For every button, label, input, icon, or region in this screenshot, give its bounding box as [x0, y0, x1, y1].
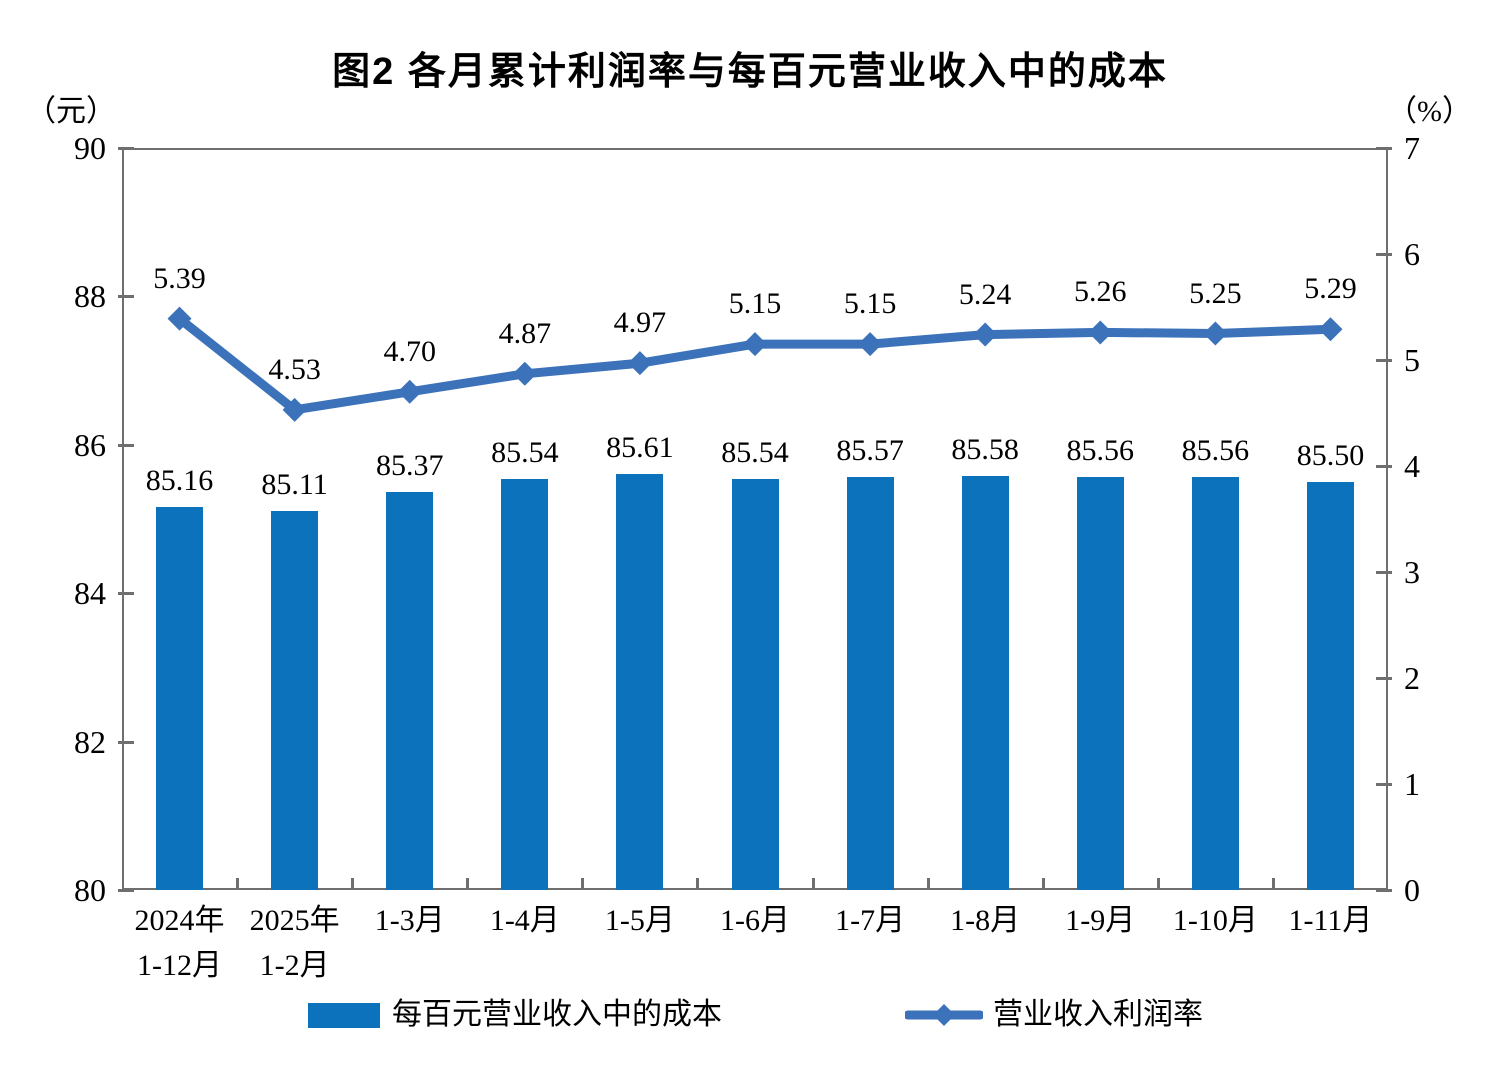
legend-diamond-icon — [933, 1004, 955, 1026]
x-axis-tick-mark — [1156, 878, 1160, 890]
x-axis-tick-mark — [236, 878, 240, 890]
bar-value-label: 85.56 — [1181, 434, 1250, 468]
x-axis-tick-mark — [581, 878, 585, 890]
y-axis-tick-mark-right — [1376, 889, 1392, 892]
bar-value-label: 85.50 — [1296, 438, 1365, 472]
y-axis-tick-mark-left — [118, 147, 134, 150]
x-axis-category-label: 1-3月 — [374, 904, 445, 937]
y-axis-tick-label-left: 80 — [74, 872, 106, 908]
bar-value-label: 85.11 — [261, 467, 328, 501]
bar — [1306, 481, 1354, 890]
bar — [501, 478, 549, 890]
bar-value-label: 85.56 — [1066, 434, 1135, 468]
legend-item-profit: 营业收入利润率 — [905, 998, 1203, 1032]
x-axis-category-label: 1-5月 — [604, 904, 675, 937]
bar-value-label: 85.58 — [951, 432, 1019, 466]
bar — [616, 473, 664, 890]
legend-label-profit: 营业收入利润率 — [993, 998, 1203, 1031]
line-value-label: 5.24 — [958, 277, 1012, 311]
x-axis-category-label: 1-7月 — [835, 904, 906, 937]
y-axis-tick-label-right: 2 — [1404, 660, 1420, 696]
y-axis-tick-mark-left — [118, 740, 134, 744]
y-axis-tick-label-left: 86 — [74, 426, 106, 463]
y-axis-tick-label-left: 84 — [74, 575, 106, 612]
x-axis-tick-mark — [1271, 878, 1275, 890]
bar-value-label: 85.16 — [145, 464, 214, 498]
x-axis-tick-mark — [351, 878, 355, 890]
bar — [961, 475, 1009, 890]
legend-bar-swatch — [308, 1002, 380, 1028]
x-axis-tick-mark — [696, 878, 700, 890]
x-axis-tick-mark — [1041, 878, 1045, 890]
line-value-label: 5.26 — [1074, 275, 1127, 309]
y-axis-tick-mark-left — [118, 295, 134, 299]
x-axis-category-label: 2025年 1-2月 — [249, 904, 340, 982]
bar-value-label: 85.54 — [721, 435, 789, 469]
y-axis-tick-label-left: 90 — [74, 130, 106, 166]
bar-value-label: 85.37 — [375, 448, 444, 482]
x-axis-category-label: 1-4月 — [489, 904, 560, 937]
bar-value-label: 85.54 — [491, 435, 559, 469]
x-axis-category-label: 1-9月 — [1065, 904, 1136, 937]
legend-line-swatch — [905, 1004, 983, 1026]
y-axis-tick-label-right: 6 — [1404, 236, 1420, 272]
x-axis-tick-mark — [466, 878, 470, 890]
y-axis-tick-label-right: 1 — [1404, 766, 1420, 802]
right-axis-unit: （%） — [1387, 95, 1472, 128]
x-axis-tick-mark — [926, 878, 930, 890]
y-axis-tick-mark-right — [1376, 253, 1392, 256]
x-axis-tick-mark — [811, 878, 815, 890]
y-axis-tick-mark-right — [1376, 359, 1392, 362]
y-axis-tick-label-right: 7 — [1404, 130, 1420, 166]
line-value-label: 5.25 — [1189, 276, 1242, 310]
bar — [731, 478, 779, 890]
y-axis-tick-mark-right — [1376, 677, 1392, 680]
y-axis-tick-label-right: 3 — [1404, 554, 1420, 590]
legend-item-cost: 每百元营业收入中的成本 — [308, 998, 722, 1032]
x-axis-category-label: 1-10月 — [1172, 904, 1258, 937]
y-axis-tick-mark-right — [1376, 465, 1392, 468]
legend-label-cost: 每百元营业收入中的成本 — [392, 998, 722, 1031]
line-value-label: 5.39 — [153, 261, 206, 295]
bar — [271, 510, 319, 890]
left-axis-unit: （元） — [26, 95, 116, 128]
y-axis-tick-label-left: 82 — [74, 723, 106, 760]
bar-value-label: 85.61 — [606, 430, 674, 464]
bar — [1076, 477, 1124, 890]
bar-value-label: 85.57 — [836, 433, 904, 467]
x-axis-category-label: 2024年 1-12月 — [134, 904, 225, 982]
y-axis-tick-label-right: 5 — [1404, 342, 1420, 378]
y-axis-tick-mark-left — [118, 592, 134, 596]
y-axis-tick-label-left: 88 — [74, 278, 106, 315]
y-axis-tick-mark-right — [1376, 571, 1392, 574]
y-axis-tick-mark-left — [118, 443, 134, 447]
bar — [1191, 477, 1239, 890]
bar — [846, 476, 894, 890]
y-axis-tick-mark-right — [1376, 147, 1392, 150]
bar — [156, 507, 204, 890]
line-value-label: 5.29 — [1304, 272, 1357, 306]
x-axis-category-label: 1-8月 — [950, 904, 1021, 937]
chart-title: 图2 各月累计利润率与每百元营业收入中的成本 — [332, 51, 1168, 93]
bar — [386, 491, 434, 890]
y-axis-tick-label-right: 4 — [1404, 448, 1420, 484]
y-axis-tick-mark-right — [1376, 783, 1392, 786]
y-axis-tick-label-right: 0 — [1404, 872, 1420, 908]
y-axis-tick-mark-left — [118, 889, 134, 892]
x-axis-category-label: 1-6月 — [720, 904, 790, 937]
x-axis-category-label: 1-11月 — [1288, 904, 1373, 937]
